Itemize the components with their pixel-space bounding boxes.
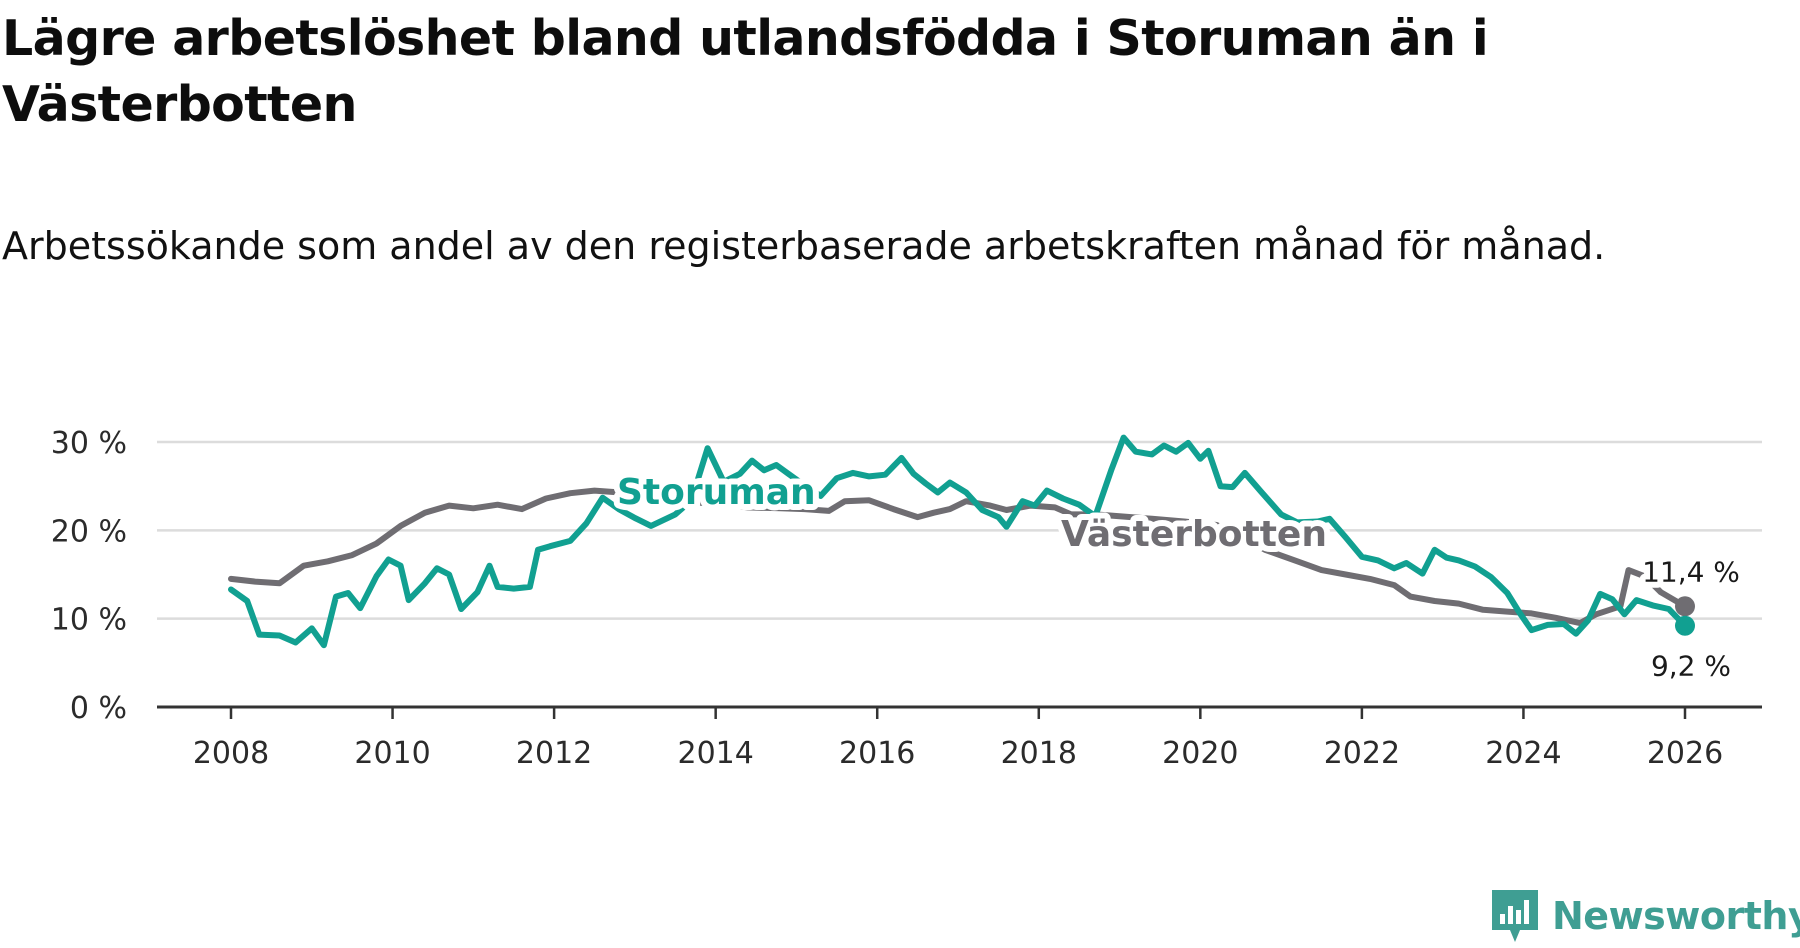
chart-title: Lägre arbetslöshet bland utlandsfödda i …	[2, 10, 1489, 133]
x-tick-label: 2010	[354, 736, 430, 771]
x-tick-label: 2022	[1324, 736, 1400, 771]
end-label-vasterbotten-text: 11,4 %	[1642, 555, 1740, 588]
y-tick-label: 20 %	[51, 514, 127, 549]
end-label-storuman-halo: 9,2 %	[1651, 650, 1731, 683]
newsworthy-logo: Newsworthy	[1490, 888, 1800, 944]
end-point-vasterbotten	[1675, 596, 1695, 617]
x-tick-label: 2008	[193, 736, 269, 771]
end-point-storuman	[1675, 615, 1695, 636]
series-line-vasterbotten	[228, 487, 1688, 627]
x-tick-label: 2012	[516, 736, 592, 771]
end-label-vasterbotten: 11,4 %11,4 %	[1636, 549, 1746, 594]
x-tick-label: 2014	[677, 736, 753, 771]
newsworthy-logo-icon	[1492, 890, 1538, 942]
series-label-storuman-halo: Storuman	[617, 472, 816, 513]
y-tick-label: 0 %	[70, 691, 127, 726]
end-label-vasterbotten-halo: 11,4 %	[1642, 555, 1740, 588]
x-tick-label: 2020	[1162, 736, 1238, 771]
series-label-vasterbotten-halo: Västerbotten	[1061, 514, 1327, 555]
x-tick-label: 2018	[1001, 736, 1077, 771]
gridlines	[157, 440, 1762, 620]
series-label-vasterbotten-text: Västerbotten	[1061, 514, 1327, 555]
x-tick-label: 2024	[1485, 736, 1561, 771]
series-lines	[228, 434, 1695, 649]
x-tick-label: 2016	[839, 736, 915, 771]
axes: 0 % 10 % 20 % 30 % 2008 2010 2012 2014 2016 2018 2…	[51, 426, 1762, 771]
y-tick-label: 10 %	[51, 603, 127, 638]
end-label-storuman: 9,2 %9,2 %	[1645, 644, 1737, 689]
end-label-storuman-text: 9,2 %	[1651, 650, 1731, 683]
series-label-storuman-text: Storuman	[617, 472, 816, 513]
chart-subtitle: Arbetssökande som andel av den registerb…	[2, 224, 1606, 268]
newsworthy-brand-text: Newsworthy	[1552, 894, 1800, 938]
x-tick-label: 2026	[1647, 736, 1723, 771]
series-line-storuman	[228, 434, 1688, 649]
y-tick-label: 30 %	[51, 426, 127, 461]
